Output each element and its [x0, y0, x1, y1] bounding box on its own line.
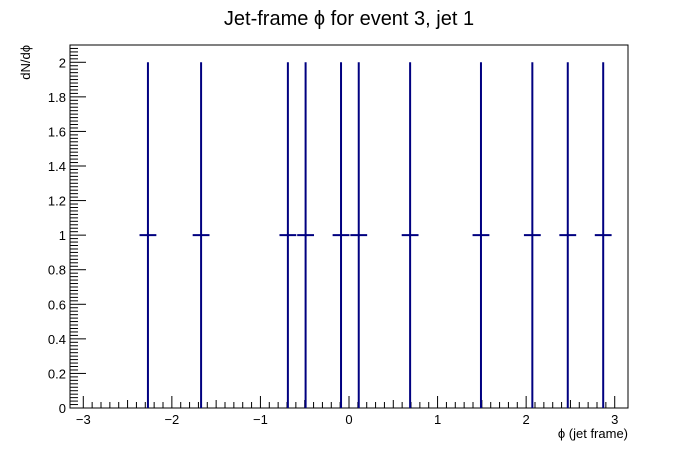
data-points [139, 62, 612, 408]
x-tick-label: 0 [345, 412, 352, 427]
data-point [523, 62, 541, 408]
data-point [559, 62, 577, 408]
data-point [332, 62, 350, 408]
y-axis: 0 0.2 0.4 0.6 0.8 1 1.2 1.4 1.6 1.8 2 [48, 44, 86, 416]
x-tick-label: 3 [611, 412, 618, 427]
y-tick-label: 0.2 [48, 366, 66, 381]
data-point [139, 62, 157, 408]
y-tick-label: 0.6 [48, 297, 66, 312]
y-tick-label: 1.6 [48, 124, 66, 139]
x-tick-label: −3 [76, 412, 91, 427]
data-point [192, 62, 210, 408]
x-tick-label: −2 [164, 412, 179, 427]
y-tick-label: 1.4 [48, 159, 66, 174]
x-tick-label: 2 [523, 412, 530, 427]
y-tick-label: 1.8 [48, 90, 66, 105]
x-tick-label: 1 [434, 412, 441, 427]
y-tick-label: 2 [59, 55, 66, 70]
data-point [297, 62, 315, 408]
y-tick-label: 0.8 [48, 263, 66, 278]
data-point [279, 62, 297, 408]
x-tick-label: −1 [253, 412, 268, 427]
data-point [350, 62, 368, 408]
data-point [472, 62, 490, 408]
data-point [594, 62, 612, 408]
y-tick-label: 0.4 [48, 332, 66, 347]
y-axis-label: dN/dϕ [18, 45, 33, 80]
y-tick-label: 1.2 [48, 194, 66, 209]
chart-title: Jet-frame ϕ for event 3, jet 1 [224, 8, 474, 30]
data-point [401, 62, 419, 408]
x-axis-label: ϕ (jet frame) [558, 426, 628, 441]
y-tick-label: 1 [59, 228, 66, 243]
y-tick-label: 0 [59, 401, 66, 416]
